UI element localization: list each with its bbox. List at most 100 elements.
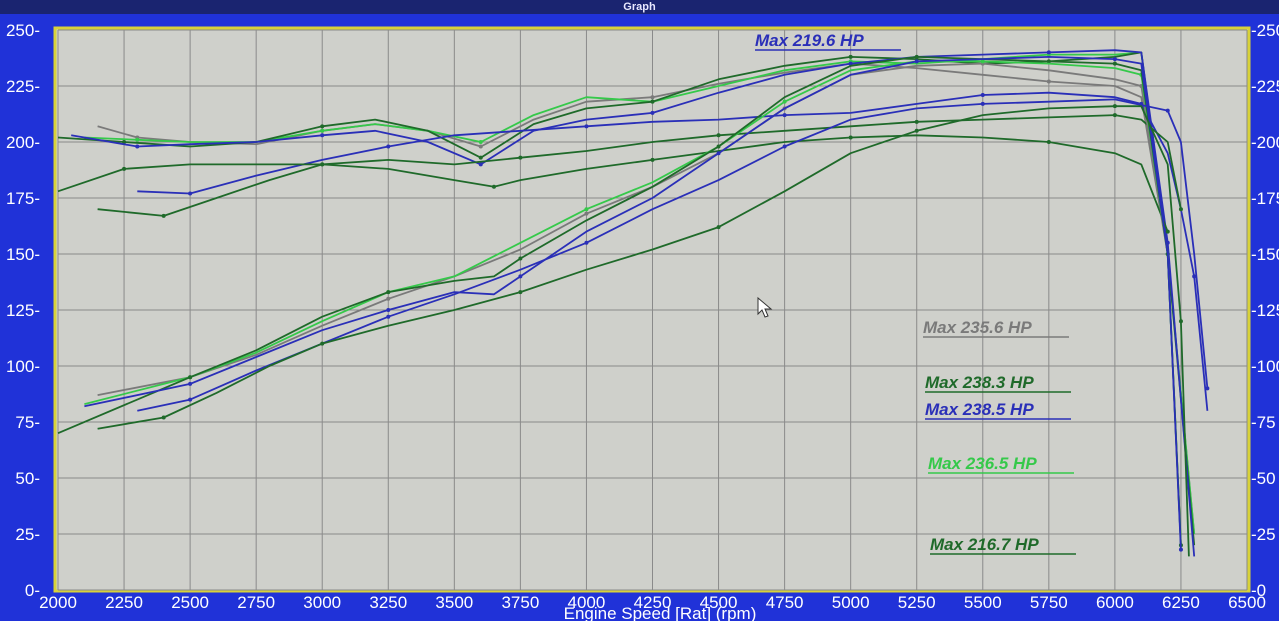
data-point [584, 240, 589, 245]
x-tick-label: 5750 [1030, 593, 1068, 612]
series-line-power [57, 56, 1182, 546]
data-point [135, 137, 140, 142]
data-point [188, 375, 193, 380]
x-tick-label: 6250 [1162, 593, 1200, 612]
window-title: Graph [0, 0, 1279, 14]
data-point [782, 99, 787, 104]
y-right-tick-label: -75 [1251, 413, 1276, 432]
series-line-torque [97, 114, 1182, 217]
series-line-power [137, 98, 1209, 412]
y-left-tick-label: 175- [6, 189, 40, 208]
data-point [386, 296, 391, 301]
data-point [584, 211, 589, 216]
y-right-tick-label: -0 [1251, 581, 1266, 600]
data-point [386, 308, 391, 312]
data-point [980, 101, 985, 106]
data-point [650, 99, 655, 104]
data-point [478, 155, 483, 160]
data-point [1112, 104, 1117, 109]
x-tick-label: 2000 [39, 593, 77, 612]
y-left-tick-label: 50- [15, 469, 40, 488]
data-point [161, 213, 166, 218]
data-point [188, 397, 193, 402]
y-right-tick-label: -125 [1251, 301, 1279, 320]
max-hp-label: Max 236.5 HP [928, 454, 1037, 473]
data-point [1165, 229, 1170, 234]
data-point [980, 59, 985, 64]
data-point [320, 341, 325, 346]
x-tick-label: 5250 [898, 593, 936, 612]
data-point [716, 144, 721, 149]
data-point [848, 54, 853, 59]
y-right-tick-labels: -0 -25 -50 -75 -100 -125 -150 -175 -200 -225 -250 [1251, 21, 1279, 600]
x-tick-label: 5000 [832, 593, 870, 612]
series-line-power [84, 56, 1182, 550]
y-left-tick-label: 150- [6, 245, 40, 264]
data-point [716, 133, 721, 138]
data-point [1046, 140, 1051, 144]
data-point [478, 144, 483, 149]
y-left-tick-label: 25- [15, 525, 40, 544]
y-right-tick-label: -50 [1251, 469, 1276, 488]
data-point [188, 381, 193, 386]
y-left-tick-label: 75- [15, 413, 40, 432]
data-point [478, 140, 483, 144]
x-tick-label: 3000 [303, 593, 341, 612]
x-tick-label: 3250 [369, 593, 407, 612]
data-point [980, 92, 985, 97]
y-right-tick-label: -200 [1251, 133, 1279, 152]
y-left-tick-label: 0- [25, 581, 40, 600]
data-point [320, 162, 325, 167]
max-hp-label: Max 216.7 HP [930, 535, 1039, 554]
data-point [1112, 113, 1117, 118]
max-hp-label: Max 238.5 HP [925, 400, 1034, 419]
data-point [914, 119, 919, 124]
data-point [122, 166, 127, 171]
max-hp-label: Max 235.6 HP [923, 318, 1032, 337]
x-tick-labels: 2000 2250 2500 2750 3000 3250 3500 3750 4000 4250… [39, 593, 1266, 612]
data-point [584, 124, 589, 129]
data-point [161, 415, 166, 420]
data-point [122, 140, 127, 144]
data-point [1178, 547, 1183, 552]
max-hp-label: Max 219.6 HP [755, 31, 864, 50]
data-point [914, 128, 919, 133]
data-point [386, 290, 391, 295]
y-right-tick-label: -225 [1251, 77, 1279, 96]
data-point [135, 144, 140, 149]
data-point [1046, 79, 1051, 84]
y-right-tick-label: -25 [1251, 525, 1276, 544]
data-point [650, 95, 655, 100]
x-tick-label: 6000 [1096, 593, 1134, 612]
series-lines [57, 49, 1210, 557]
data-point [1165, 108, 1170, 113]
data-point [650, 110, 655, 115]
data-point [782, 113, 787, 118]
data-point [386, 314, 391, 319]
x-tick-label: 2250 [105, 593, 143, 612]
data-point [1046, 50, 1051, 55]
x-tick-label: 2500 [171, 593, 209, 612]
y-left-tick-label: 200- [6, 133, 40, 152]
data-point [478, 162, 483, 167]
data-point [518, 256, 523, 261]
y-left-tick-label: 125- [6, 301, 40, 320]
data-point [320, 128, 325, 133]
data-point [848, 135, 853, 140]
data-point [584, 207, 589, 212]
data-point [650, 157, 655, 162]
x-axis-label: Engine Speed [Rat] (rpm) [564, 604, 757, 621]
data-point [914, 59, 919, 64]
y-left-tick-labels: 0- 25- 50- 75- 100- 125- 150- 175- 200- 225- 250- [6, 21, 40, 600]
y-right-tick-label: -100 [1251, 357, 1279, 376]
data-point [1205, 386, 1210, 391]
y-right-tick-label: -250 [1251, 21, 1279, 40]
data-point [848, 61, 853, 66]
x-tick-label: 4000 [568, 593, 606, 612]
data-point [716, 151, 721, 156]
y-right-tick-label: -175 [1251, 189, 1279, 208]
data-point [518, 274, 523, 279]
series-line-torque [57, 134, 1169, 232]
y-left-tick-label: 100- [6, 357, 40, 376]
